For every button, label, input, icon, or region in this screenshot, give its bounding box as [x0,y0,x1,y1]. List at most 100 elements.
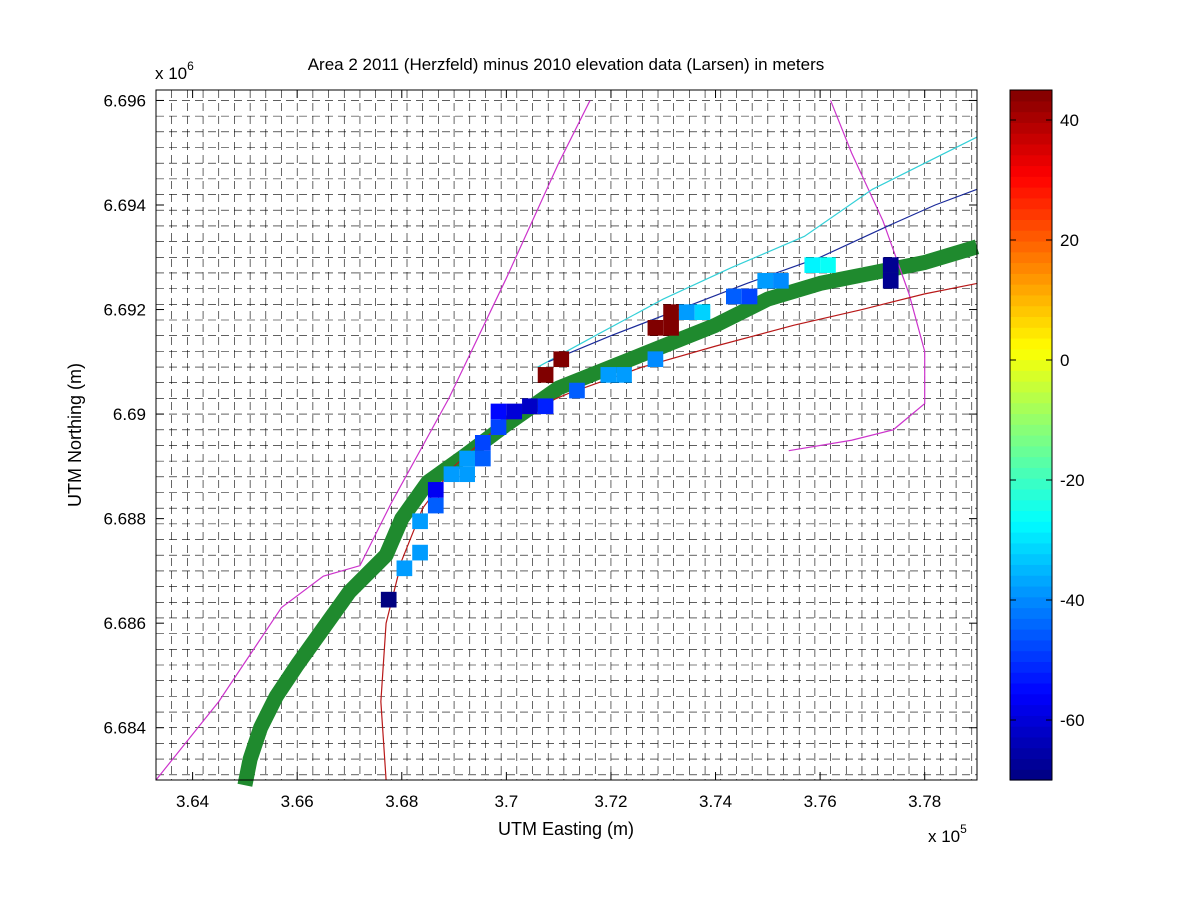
x-axis-multiplier: x 105 [928,822,967,846]
colorbar-band [1010,273,1052,285]
data-cell [522,398,538,415]
x-tick-label: 3.64 [176,792,209,811]
data-cell [459,450,475,467]
data-cell [506,403,523,420]
data-cell [553,351,570,368]
colorbar-band [1010,553,1052,565]
colorbar-band [1010,672,1052,684]
y-tick-label: 6.692 [103,301,146,320]
x-tick-label: 3.78 [908,792,941,811]
colorbar-band [1010,337,1052,350]
data-cell [757,272,774,289]
data-cell [412,544,428,561]
y-axis-multiplier-exponent: 6 [187,59,194,73]
colorbar-band [1010,284,1052,296]
data-cell [459,466,475,483]
x-tick-label: 3.72 [594,792,627,811]
y-axis-label: UTM Northing (m) [65,363,85,507]
data-cell [820,257,836,273]
colorbar-tick-label: -20 [1060,471,1085,490]
data-cell [647,320,664,336]
data-cell [663,304,679,320]
x-tick-label: 3.74 [699,792,732,811]
colorbar-band [1010,402,1052,415]
colorbar-band [1010,564,1052,576]
colorbar-band [1010,467,1052,479]
x-axis-label: UTM Easting (m) [498,819,634,839]
data-cell [380,591,397,608]
x-ticks: 3.64 3.66 3.68 3.7 3.72 3.74 3.76 3.78 [176,90,941,811]
colorbar-band [1010,532,1052,544]
data-cell [474,450,491,467]
colorbar-band [1010,370,1052,382]
data-cell [412,513,428,530]
colorbar-band [1010,596,1052,609]
colorbar-band [1010,715,1052,727]
y-tick-label: 6.686 [103,614,146,633]
x-axis-multiplier-base: x 10 [928,827,960,846]
data-cell [490,403,507,420]
cells-layer [380,257,899,608]
y-tick-label: 6.696 [103,91,146,110]
colorbar-band [1010,219,1052,231]
colorbar-band [1010,208,1052,220]
colorbar-band [1010,251,1052,264]
y-ticks: 6.684 6.686 6.688 6.69 6.692 6.694 6.696 [103,91,977,738]
colorbar-band [1010,661,1052,673]
colorbar-band [1010,111,1052,123]
colorbar-band [1010,607,1052,619]
data-cell [474,435,491,451]
colorbar-band [1010,359,1052,371]
data-cell [725,288,742,305]
data-cell [694,304,711,320]
colorbar-tick-label: -40 [1060,591,1085,610]
colorbar-band [1010,197,1052,210]
colorbar-tick-label: 0 [1060,351,1069,370]
colorbar-band [1010,424,1052,436]
colorbar-band [1010,305,1052,318]
colorbar-band [1010,348,1052,361]
colorbar-band [1010,230,1052,242]
grid-layer [155,90,977,780]
data-cell [616,367,632,383]
colorbar-band [1010,187,1052,199]
colorbar: -60 -40 -20 0 20 40 [1009,89,1085,781]
colorbar-band [1010,316,1052,328]
data-cell [490,419,507,435]
colorbar-band [1010,294,1052,307]
data-cell [678,304,695,320]
colorbar-band [1010,585,1052,598]
colorbar-tick-label: -60 [1060,711,1085,730]
data-cell [537,367,554,383]
colorbar-band [1010,165,1052,177]
y-tick-label: 6.684 [103,719,146,738]
data-cell [537,398,554,415]
x-tick-label: 3.66 [281,792,314,811]
data-cell [427,482,444,498]
plot-background [156,90,977,780]
colorbar-gradient [1010,90,1052,781]
colorbar-band [1010,391,1052,404]
colorbar-band [1010,262,1052,274]
colorbar-band [1010,693,1052,706]
colorbar-band [1010,575,1052,587]
colorbar-band [1010,704,1052,716]
colorbar-band [1010,435,1052,447]
colorbar-frame [1009,89,1053,781]
colorbar-band [1010,90,1052,102]
plot-frame [155,89,978,781]
data-cell [427,497,444,514]
colorbar-band [1010,154,1052,167]
data-cell [804,257,821,273]
colorbar-band [1010,736,1052,749]
colorbar-band [1010,618,1052,630]
data-cell [741,288,758,305]
colorbar-band [1010,682,1052,695]
colorbar-band [1010,381,1052,393]
colorbar-band [1010,542,1052,555]
colorbar-band [1010,769,1052,781]
colorbar-band [1010,122,1052,134]
colorbar-band [1010,327,1052,339]
colorbar-band [1010,650,1052,663]
